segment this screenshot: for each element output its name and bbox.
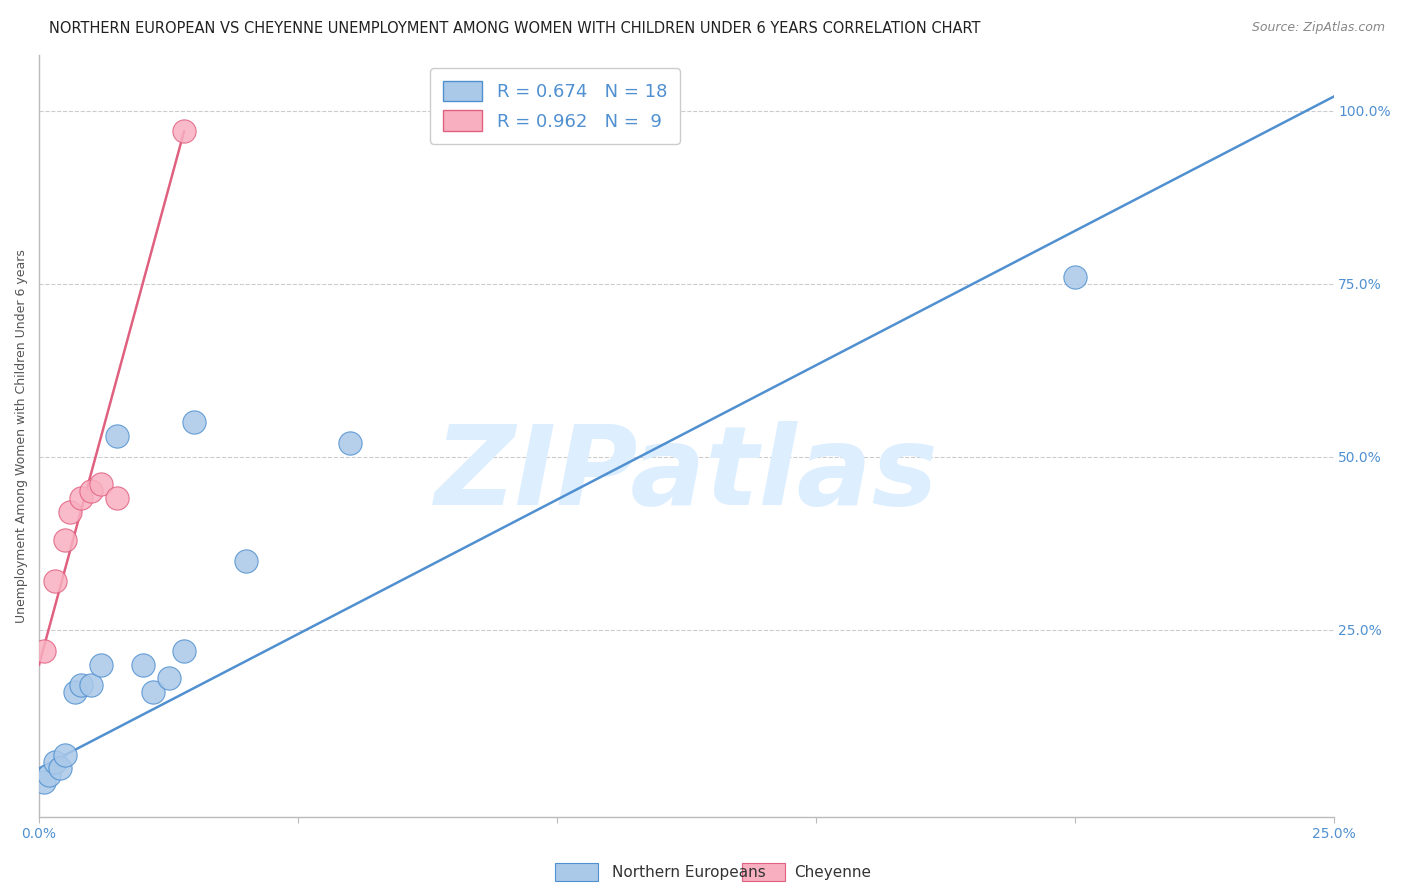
Point xyxy=(53,533,76,547)
Point xyxy=(44,755,66,769)
Point xyxy=(65,685,87,699)
Point xyxy=(90,657,112,672)
Text: Source: ZipAtlas.com: Source: ZipAtlas.com xyxy=(1251,21,1385,34)
Point xyxy=(157,672,180,686)
Legend: R = 0.674   N = 18, R = 0.962   N =  9: R = 0.674 N = 18, R = 0.962 N = 9 xyxy=(430,68,681,144)
Text: ZIPatlas: ZIPatlas xyxy=(434,421,938,527)
Point xyxy=(80,484,103,499)
Point xyxy=(69,678,91,692)
Point xyxy=(69,491,91,506)
Point xyxy=(49,761,72,775)
Point xyxy=(173,124,195,138)
Point xyxy=(80,678,103,692)
Point xyxy=(44,574,66,589)
Point xyxy=(32,643,55,657)
Text: NORTHERN EUROPEAN VS CHEYENNE UNEMPLOYMENT AMONG WOMEN WITH CHILDREN UNDER 6 YEA: NORTHERN EUROPEAN VS CHEYENNE UNEMPLOYME… xyxy=(49,21,981,36)
Point xyxy=(1063,269,1085,284)
Text: Cheyenne: Cheyenne xyxy=(794,865,872,880)
Point xyxy=(59,505,82,519)
Point xyxy=(105,429,128,443)
Point xyxy=(131,657,153,672)
Point xyxy=(32,775,55,789)
Text: Northern Europeans: Northern Europeans xyxy=(612,865,765,880)
Point xyxy=(53,747,76,762)
Y-axis label: Unemployment Among Women with Children Under 6 years: Unemployment Among Women with Children U… xyxy=(15,249,28,623)
Point xyxy=(90,477,112,491)
Point xyxy=(38,768,60,782)
Point xyxy=(105,491,128,506)
Point xyxy=(235,554,257,568)
Point xyxy=(173,643,195,657)
Point xyxy=(183,415,205,429)
Point xyxy=(339,436,361,450)
Point xyxy=(142,685,165,699)
